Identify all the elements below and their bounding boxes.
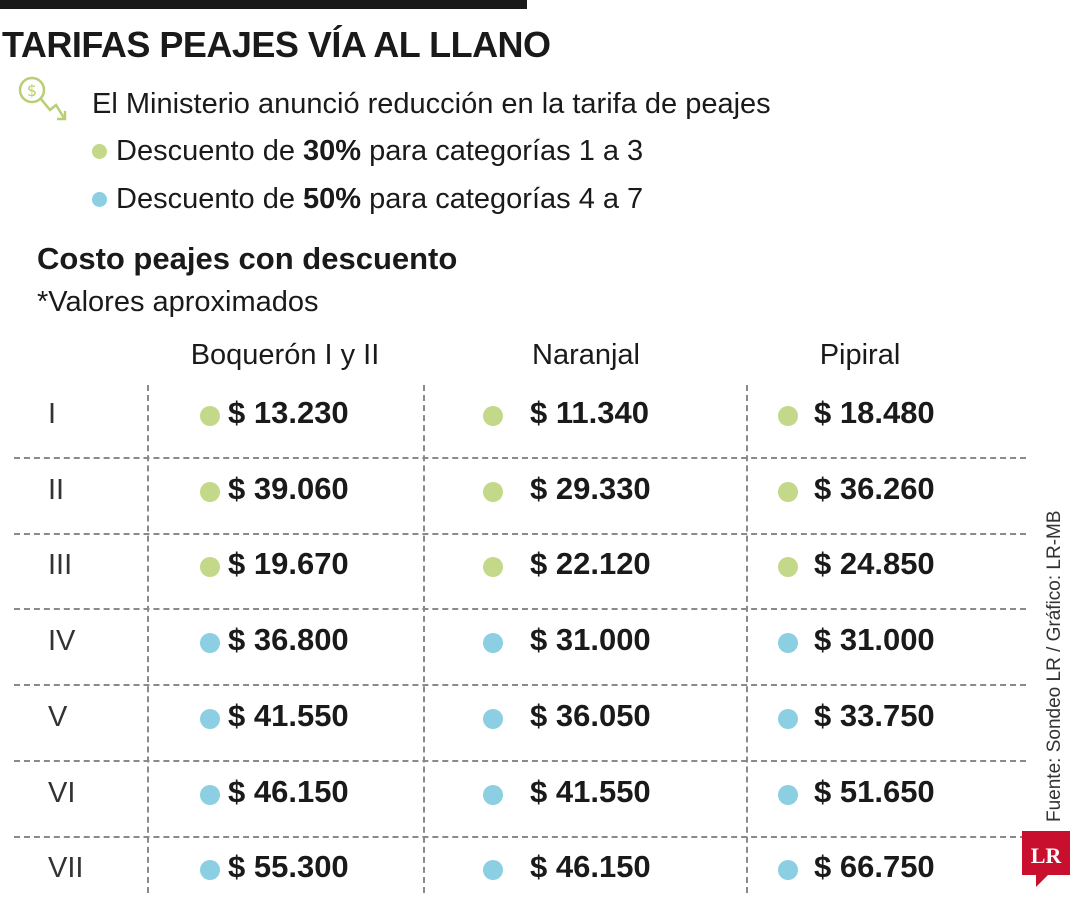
toll-value: $ 39.060 <box>228 470 349 506</box>
column-divider <box>746 385 748 893</box>
toll-value: $ 41.550 <box>530 773 651 809</box>
category-dot <box>778 860 798 881</box>
row-label: VI <box>48 776 76 809</box>
discount-bullet-1: Descuento de 30% para categorías 1 a 3 <box>92 135 643 168</box>
column-header: Boquerón I y II <box>190 339 380 371</box>
category-dot <box>200 633 220 654</box>
category-dot <box>483 633 503 654</box>
category-dot <box>778 406 798 426</box>
row-label: III <box>48 549 73 582</box>
bullet-dot-blue <box>92 192 107 207</box>
top-rule <box>0 0 527 9</box>
category-dot <box>200 557 220 578</box>
toll-value: $ 22.120 <box>530 546 651 582</box>
category-dot <box>778 633 798 654</box>
toll-value: $ 31.000 <box>814 622 935 658</box>
category-dot <box>778 784 798 805</box>
category-dot <box>483 784 503 805</box>
page-title: TARIFAS PEAJES VÍA AL LLANO <box>2 24 551 65</box>
toll-value: $ 19.670 <box>228 546 349 582</box>
category-dot <box>200 708 220 729</box>
logo-text: LR <box>1031 843 1063 868</box>
discount-percent: 50% <box>303 183 362 215</box>
money-down-icon: $ <box>18 76 67 121</box>
discount-post: para categorías 4 a 7 <box>361 183 644 215</box>
intro-text: El Ministerio anunció reducción en la ta… <box>92 88 771 120</box>
row-label: IV <box>48 625 76 658</box>
category-dot <box>200 406 220 426</box>
row-label: V <box>48 700 68 733</box>
toll-value: $ 55.300 <box>228 849 349 885</box>
category-dot <box>200 860 220 881</box>
source-credit: Fuente: Sondeo LR / Gráfico: LR-MB <box>1044 510 1065 822</box>
discount-percent: 30% <box>303 135 362 167</box>
svg-text:$: $ <box>27 81 37 100</box>
table-title: Costo peajes con descuento <box>37 241 458 276</box>
category-dot <box>483 481 503 502</box>
toll-value: $ 51.650 <box>814 773 935 809</box>
discount-pre: Descuento de <box>116 135 304 167</box>
toll-value: $ 41.550 <box>228 697 349 733</box>
table-note: *Valores aproximados <box>37 286 319 318</box>
toll-value: $ 36.050 <box>530 697 651 733</box>
discount-pre: Descuento de <box>116 183 304 215</box>
category-dot <box>200 481 220 502</box>
toll-value: $ 46.150 <box>228 773 349 809</box>
row-divider <box>14 759 1026 762</box>
toll-value: $ 36.260 <box>814 470 935 506</box>
toll-value: $ 46.150 <box>530 849 651 885</box>
discount-bullet-2: Descuento de 50% para categorías 4 a 7 <box>92 183 643 216</box>
toll-value: $ 24.850 <box>814 546 935 582</box>
row-divider <box>14 835 1026 838</box>
toll-value: $ 31.000 <box>530 622 651 658</box>
column-divider <box>147 385 149 893</box>
row-divider <box>14 532 1026 535</box>
category-dot <box>200 784 220 805</box>
lr-logo: LR <box>1022 831 1070 887</box>
row-label: I <box>48 398 57 430</box>
column-header: Pipiral <box>819 339 901 371</box>
toll-value: $ 29.330 <box>530 470 651 506</box>
category-dot <box>483 406 503 426</box>
row-label: II <box>48 473 65 506</box>
toll-value: $ 33.750 <box>814 697 935 733</box>
row-label: VII <box>48 852 84 885</box>
toll-value: $ 66.750 <box>814 849 935 885</box>
discount-post: para categorías 1 a 3 <box>361 135 644 167</box>
category-dot <box>778 557 798 578</box>
category-dot <box>778 481 798 502</box>
category-dot <box>483 557 503 578</box>
toll-value: $ 18.480 <box>814 395 935 430</box>
row-divider <box>14 684 1026 687</box>
row-divider <box>14 608 1026 611</box>
row-divider <box>14 457 1026 459</box>
category-dot <box>483 708 503 729</box>
category-dot <box>778 708 798 729</box>
toll-value: $ 36.800 <box>228 622 349 658</box>
column-header: Naranjal <box>532 339 640 371</box>
bullet-dot-green <box>92 144 107 159</box>
column-divider <box>423 385 425 893</box>
toll-value: $ 11.340 <box>530 395 649 430</box>
category-dot <box>483 860 503 881</box>
toll-value: $ 13.230 <box>228 395 349 430</box>
